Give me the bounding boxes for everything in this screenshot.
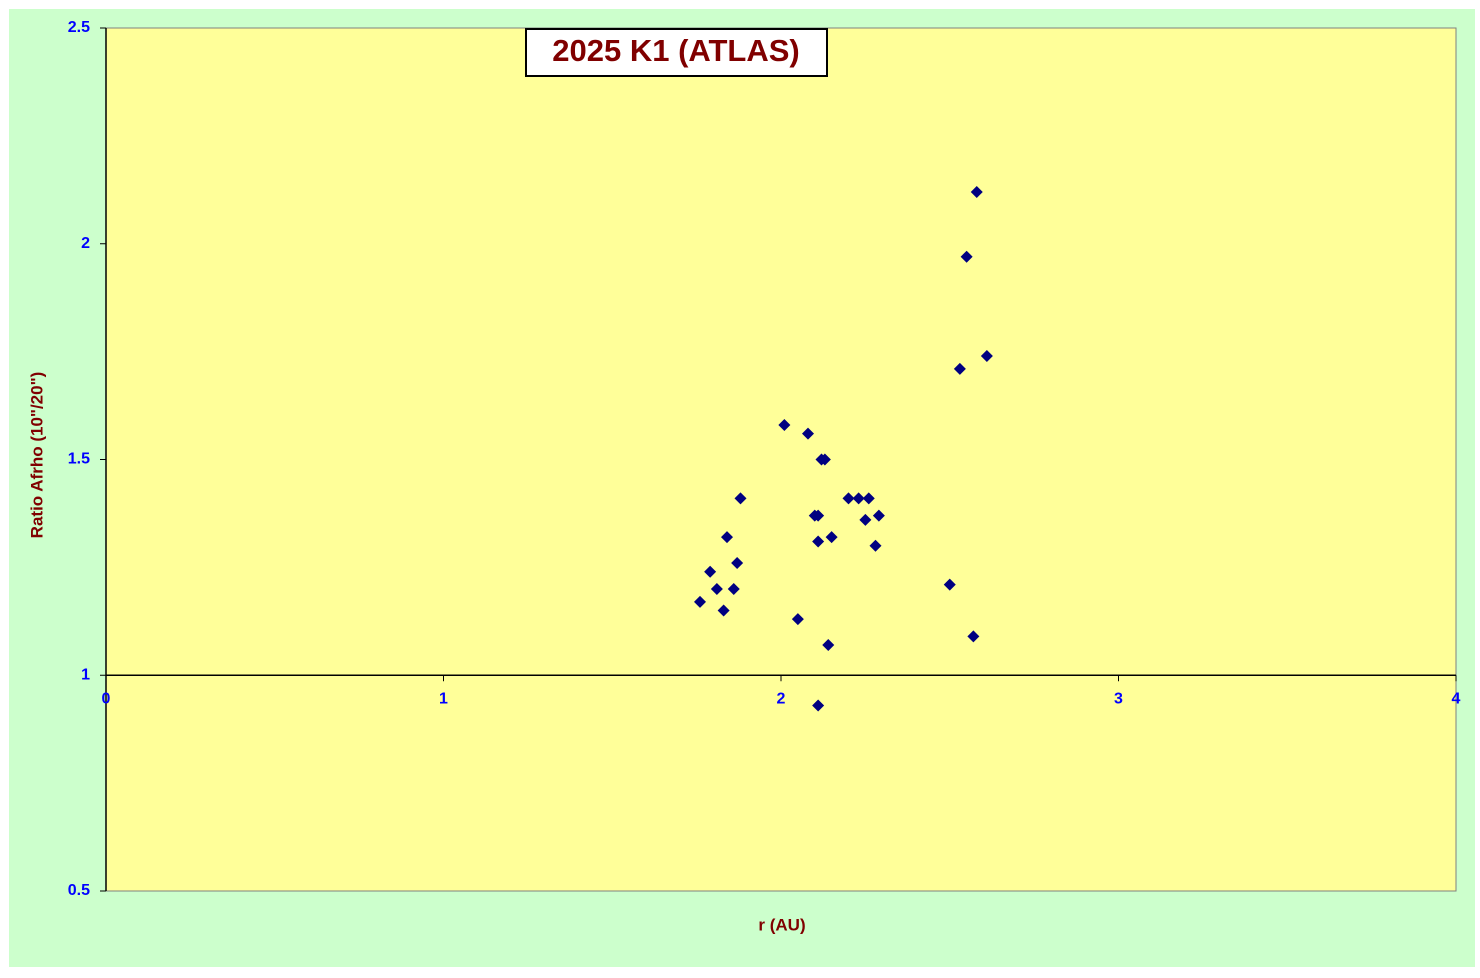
data-point: [967, 630, 980, 643]
data-point: [812, 509, 825, 522]
x-tick-label: 4: [1452, 690, 1461, 707]
data-point: [872, 509, 885, 522]
data-point: [869, 539, 882, 552]
y-tick-label: 2: [81, 235, 90, 252]
data-point: [812, 699, 825, 712]
data-point: [778, 418, 791, 431]
x-axis-label: r (AU): [758, 915, 805, 934]
data-point: [953, 362, 966, 375]
data-point: [717, 604, 730, 617]
data-point: [842, 492, 855, 505]
data-point: [822, 639, 835, 652]
x-tick-label: 3: [1114, 690, 1123, 707]
data-point: [980, 349, 993, 362]
data-point: [960, 250, 973, 263]
data-point: [802, 427, 814, 440]
data-point: [721, 531, 733, 544]
data-point: [791, 613, 804, 626]
y-tick-label: 0.5: [68, 882, 90, 899]
chart-title: 2025 K1 (ATLAS): [552, 33, 800, 68]
y-axis-label: Ratio Afrho (10"/20"): [27, 372, 46, 539]
data-point: [731, 557, 744, 570]
x-tick-label: 0: [102, 690, 111, 707]
y-tick-label: 1: [81, 666, 90, 683]
data-point: [859, 513, 872, 526]
data-point: [727, 582, 740, 595]
y-tick-label: 1.5: [68, 451, 90, 468]
data-point: [852, 492, 865, 505]
data-point: [694, 595, 706, 608]
data-point: [862, 492, 875, 505]
data-point: [734, 492, 747, 505]
data-point: [704, 565, 717, 578]
data-point: [825, 531, 838, 544]
data-point: [818, 453, 831, 466]
data-point: [710, 582, 723, 595]
y-tick-label: 2.5: [68, 19, 90, 36]
data-point: [970, 185, 983, 198]
data-point: [943, 578, 956, 591]
data-point: [812, 535, 825, 548]
title-box: [525, 28, 828, 77]
plot-area: [105, 27, 1457, 892]
x-tick-label: 1: [439, 690, 448, 707]
x-tick-label: 2: [777, 690, 786, 707]
